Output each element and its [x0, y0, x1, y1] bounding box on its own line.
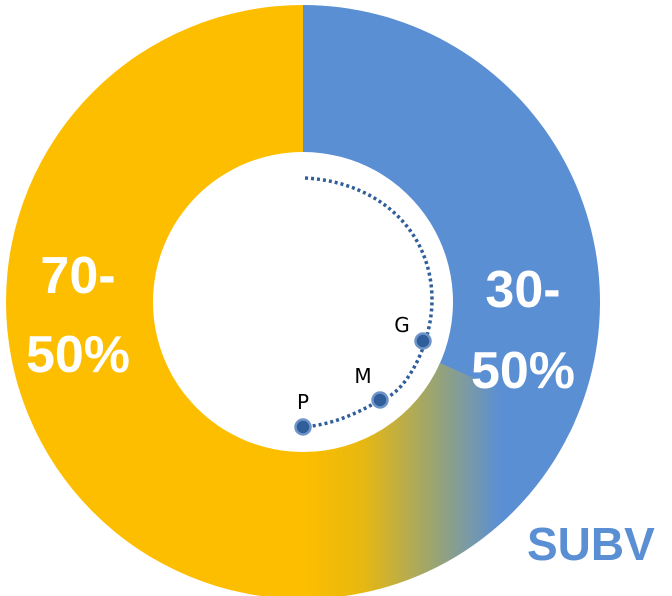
dotted-arc — [302, 176, 434, 429]
segment-30-50 — [303, 5, 600, 433]
marker-g-label: G — [394, 313, 410, 337]
segment-label-30-50-line2: 50% — [471, 342, 575, 400]
segment-70-50 — [6, 5, 303, 596]
segment-label-70-50-line2: 50% — [26, 326, 130, 384]
segment-blend — [303, 363, 575, 596]
marker-m-label: M — [354, 364, 371, 388]
marker-p-point — [294, 418, 312, 436]
segment-label-70-50-line1: 70- — [40, 247, 115, 305]
marker-m-point — [371, 391, 389, 409]
marker-p-label: P — [297, 390, 309, 414]
marker-g-point — [414, 332, 432, 350]
corner-label: SUBV — [527, 518, 655, 570]
segment-label-30-50-line1: 30- — [485, 261, 560, 319]
